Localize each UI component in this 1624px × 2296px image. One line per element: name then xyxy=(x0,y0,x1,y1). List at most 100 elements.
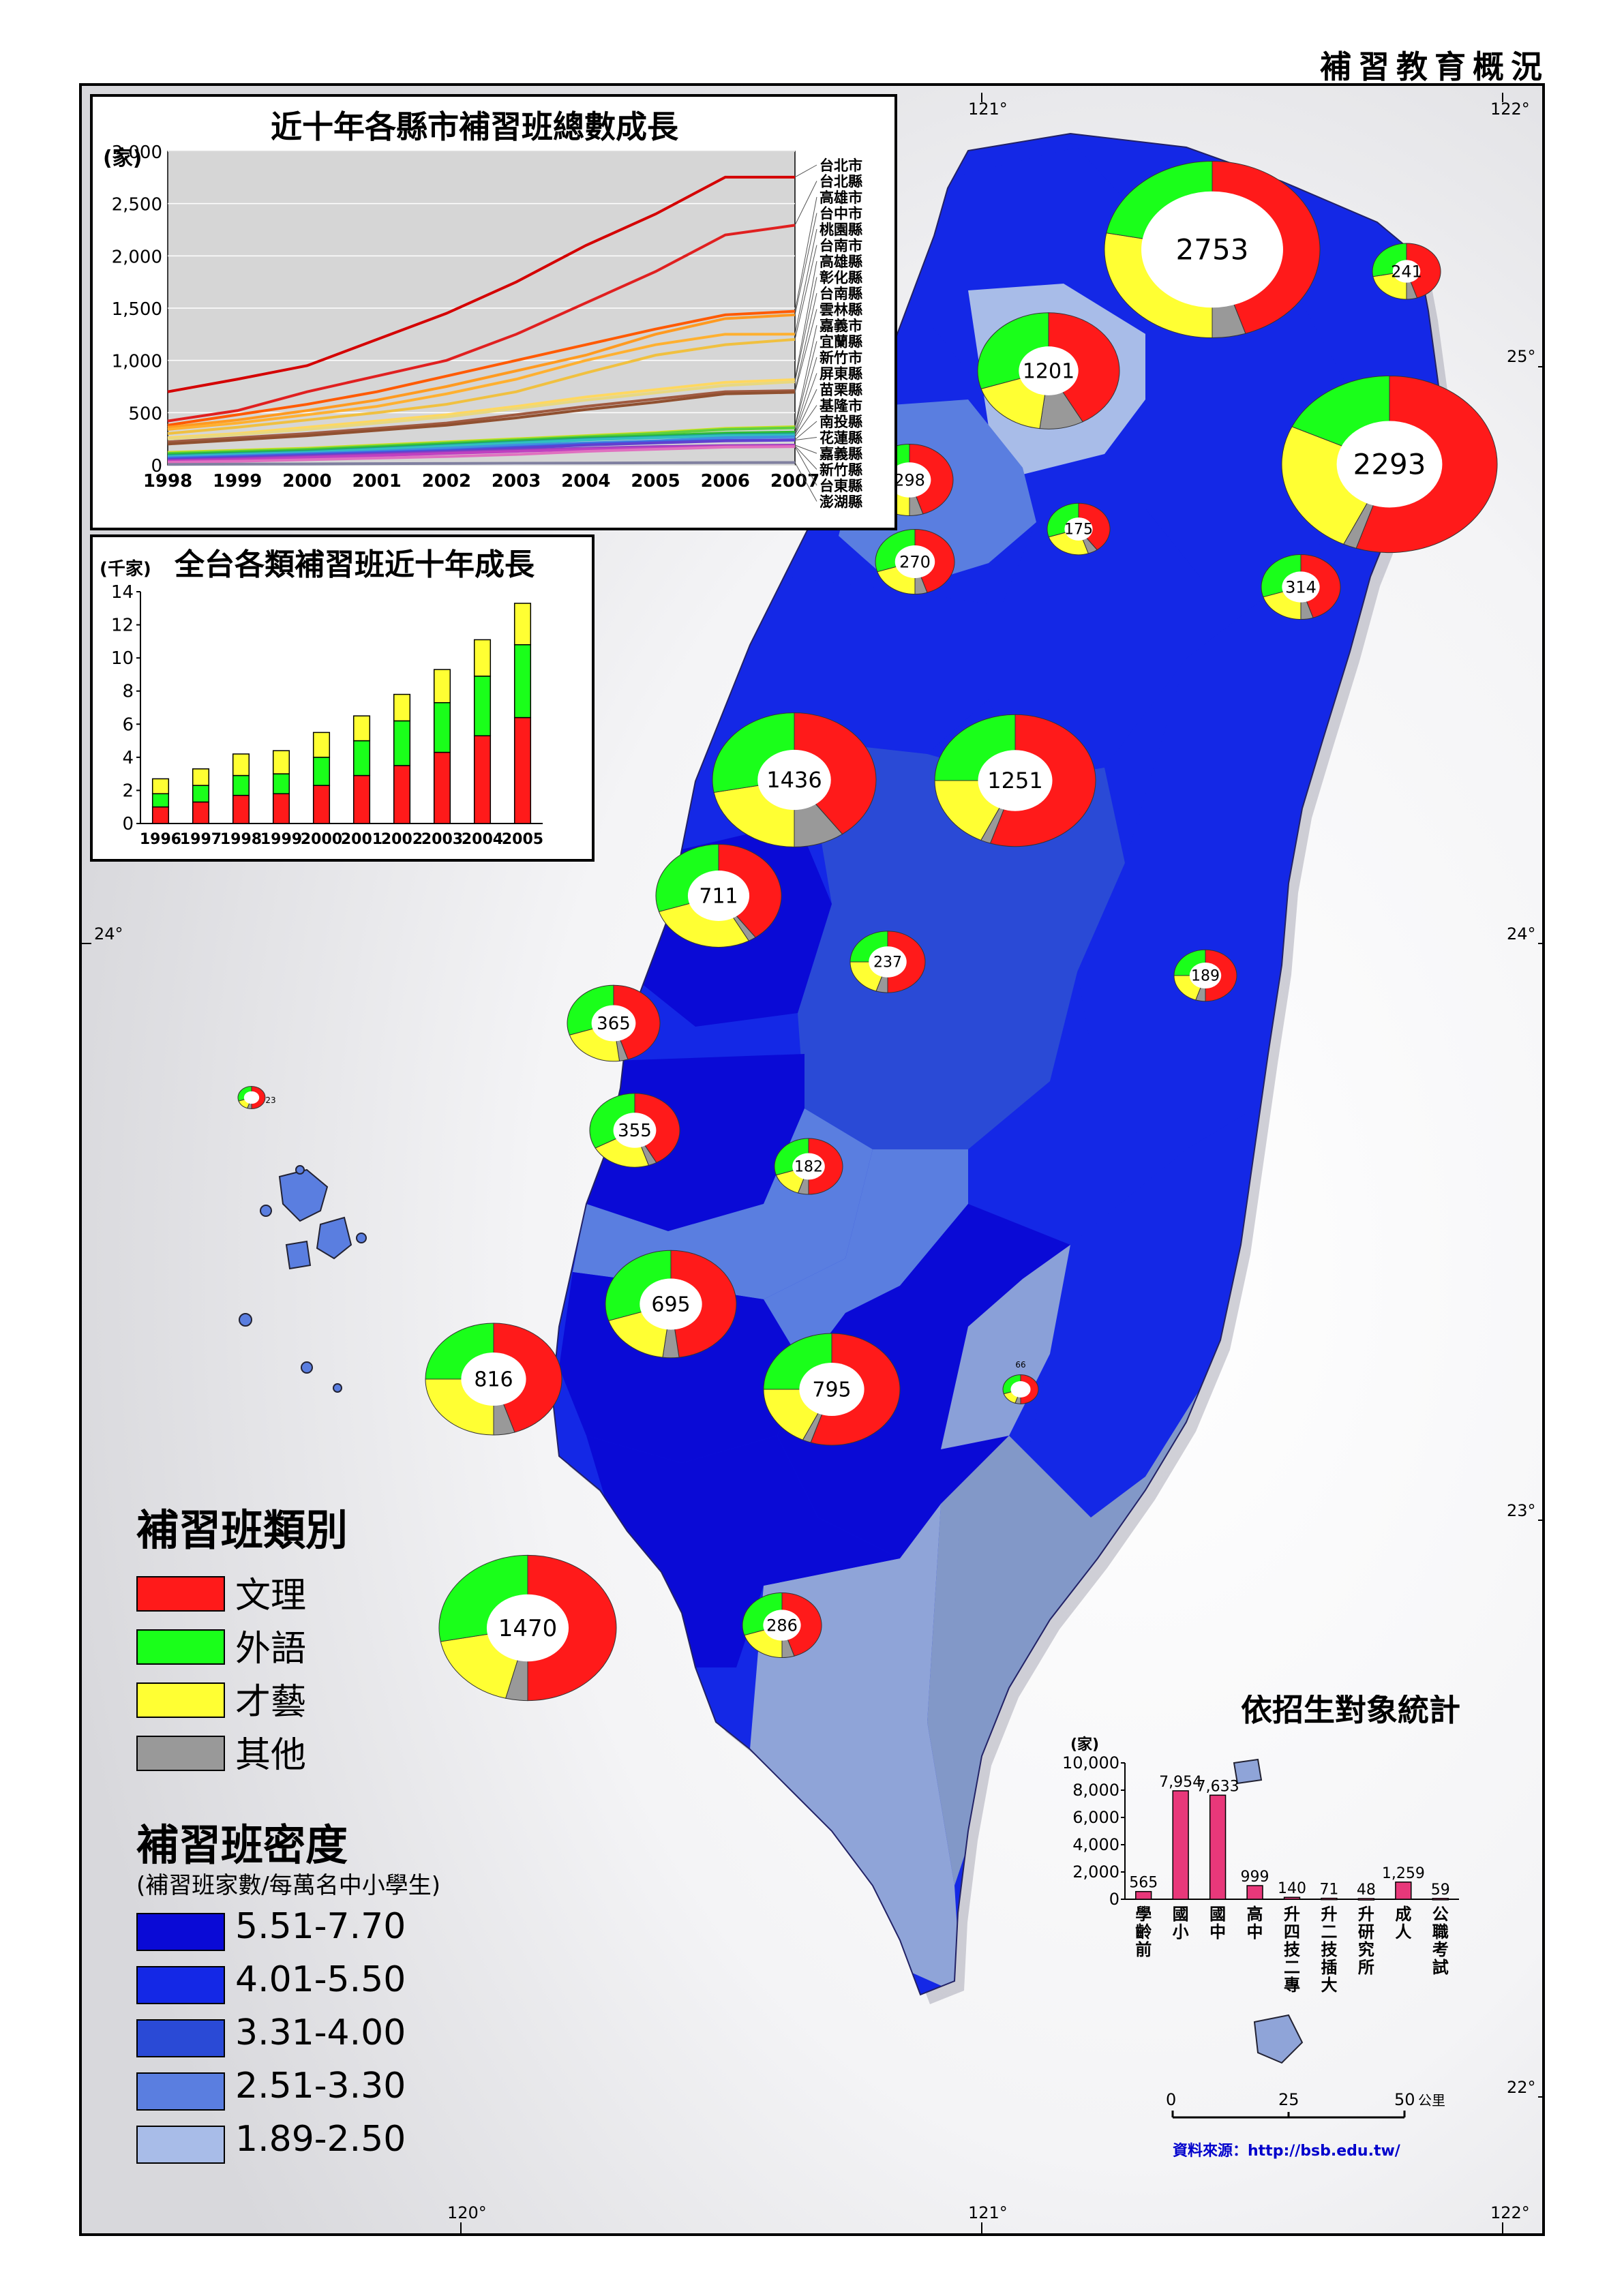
line-series-21 xyxy=(167,445,796,464)
target-xtick-char: 中 xyxy=(1209,1922,1226,1942)
line-series-7 xyxy=(167,378,796,440)
legend-leader-line xyxy=(794,292,817,391)
donut-hole xyxy=(894,545,935,578)
stacked-bar-segment xyxy=(272,773,290,795)
legend-label-arts: 才藝 xyxy=(235,1682,307,1723)
target-value-label: 565 xyxy=(1129,1875,1158,1892)
target-xtick-char: 插 xyxy=(1321,1958,1337,1977)
penghu-islands xyxy=(239,1165,367,1393)
stacked-xtick-label: 2004 xyxy=(462,831,503,848)
donut-slice xyxy=(527,1554,617,1702)
stacked-bar-segment xyxy=(272,793,290,824)
grid-label-122-bottom: 122° xyxy=(1490,2203,1530,2222)
donut-hole xyxy=(591,1005,636,1042)
county-donut: 286 xyxy=(742,1592,822,1659)
donut-hole xyxy=(640,1278,702,1330)
donut-hole xyxy=(799,1362,864,1417)
county-donut: 314 xyxy=(1261,554,1341,620)
donut-count-label: 795 xyxy=(812,1378,851,1402)
stacked-bar-segment xyxy=(232,774,250,796)
target-bar xyxy=(1135,1890,1152,1900)
donut-hole xyxy=(687,871,750,921)
county-donut: 1436 xyxy=(712,712,877,847)
stacked-bar-panel: 全台各類補習班近十年成長 (千家) 0 2 4 6 8 10 12 14 1996 1997 1998 1… xyxy=(90,534,595,862)
donut-hole xyxy=(1336,421,1443,508)
scale-tick-25: 25 xyxy=(1278,2090,1299,2109)
density-label-5: 1.89-2.50 xyxy=(235,2119,406,2160)
donut-slice xyxy=(493,1323,562,1433)
county-donut: 189 xyxy=(1173,949,1237,1002)
line-ytick-label: 0 xyxy=(151,456,162,477)
line-ytick-label: 2,500 xyxy=(112,195,162,215)
map-frame: 121° 122° 25° 24° 24° 23° 22° 120° 121° … xyxy=(79,83,1545,2236)
line-xtick-label: 2001 xyxy=(352,471,401,492)
grid-label-22: 22° xyxy=(1507,2078,1536,2097)
line-xtick-label: 2006 xyxy=(701,471,750,492)
scale-bar: 0 25 50 公里 xyxy=(1166,2090,1445,2119)
target-bar xyxy=(1357,1898,1375,1901)
line-ytick-label: 1,500 xyxy=(112,299,162,320)
target-value-label: 7,954 xyxy=(1159,1774,1202,1791)
stacked-xtick-label: 2000 xyxy=(301,831,342,848)
target-bar xyxy=(1246,1885,1263,1900)
target-xtick-char: 專 xyxy=(1284,1976,1300,1995)
line-series-2 xyxy=(167,224,796,423)
target-ytick-label: 10,000 xyxy=(1062,1753,1119,1772)
scale-tick-0: 0 xyxy=(1166,2090,1176,2109)
target-xtick-char: 升 xyxy=(1284,1905,1300,1924)
donut-count-label: 175 xyxy=(1064,522,1093,539)
donut-hole xyxy=(1141,191,1283,308)
legend-leader-line xyxy=(794,389,817,436)
county-region xyxy=(941,1245,1070,1449)
target-ytick-label: 4,000 xyxy=(1072,1835,1119,1854)
page-title: 補習教育概況 xyxy=(1320,48,1549,85)
donut-slice xyxy=(1048,312,1120,423)
target-xtick-char: 前 xyxy=(1135,1940,1152,1959)
legend-leader-line xyxy=(794,228,817,335)
stacked-bar-segment xyxy=(151,806,170,824)
legend-leader-line xyxy=(794,373,817,434)
county-donut: 23 xyxy=(237,1086,276,1109)
stacked-bar-segment xyxy=(232,753,250,776)
county-region xyxy=(989,509,1200,781)
line-series-10 xyxy=(167,391,796,446)
target-xtick-char: 學 xyxy=(1135,1905,1152,1924)
donut-hole xyxy=(1392,260,1421,283)
donut-count-label: 355 xyxy=(618,1121,652,1141)
legend-swatch-wenli xyxy=(136,1576,225,1612)
target-xtick-char: 齡 xyxy=(1135,1922,1152,1942)
stacked-bar-segment xyxy=(473,676,492,737)
stacked-bar-segment xyxy=(473,639,492,677)
stacked-xtick-label: 1997 xyxy=(180,831,222,848)
legend-leader-line xyxy=(794,164,817,178)
donut-hole xyxy=(757,749,831,811)
stacked-bar-segment xyxy=(513,603,532,646)
county-donut: 2753 xyxy=(1104,160,1321,339)
donut-hole xyxy=(1282,571,1320,603)
county-region xyxy=(764,1149,968,1368)
target-xtick-char: 職 xyxy=(1432,1922,1449,1942)
legend-leader-line xyxy=(794,245,817,339)
stacked-bar-segment xyxy=(312,757,331,786)
donut-count-label: 189 xyxy=(1191,968,1220,985)
stacked-bar-segment xyxy=(433,751,451,824)
stacked-xtick-label: 2003 xyxy=(421,831,463,848)
target-xtick-char: 小 xyxy=(1173,1922,1189,1942)
stacked-xtick-label: 2005 xyxy=(502,831,543,848)
line-xtick-label: 2000 xyxy=(282,471,331,492)
stacked-xtick-label: 1999 xyxy=(260,831,302,848)
stacked-bar-segment xyxy=(352,774,371,824)
county-donut: 695 xyxy=(605,1250,737,1359)
target-xtick-char: 技 xyxy=(1284,1940,1301,1959)
donut-count-label: 66 xyxy=(1015,1360,1025,1370)
donut-slice xyxy=(634,1093,680,1164)
line-ytick-label: 1,000 xyxy=(112,352,162,372)
donut-hole xyxy=(613,1113,657,1148)
line-series-5 xyxy=(167,333,796,431)
grid-ticks xyxy=(82,93,1542,2233)
line-legend-entry: 台北縣 xyxy=(819,174,862,190)
county-donut: 66 xyxy=(1002,1360,1039,1404)
target-chart-ylabel: (家) xyxy=(1070,1736,1099,1753)
line-series-9 xyxy=(167,389,796,444)
target-value-label: 1,259 xyxy=(1382,1865,1425,1882)
